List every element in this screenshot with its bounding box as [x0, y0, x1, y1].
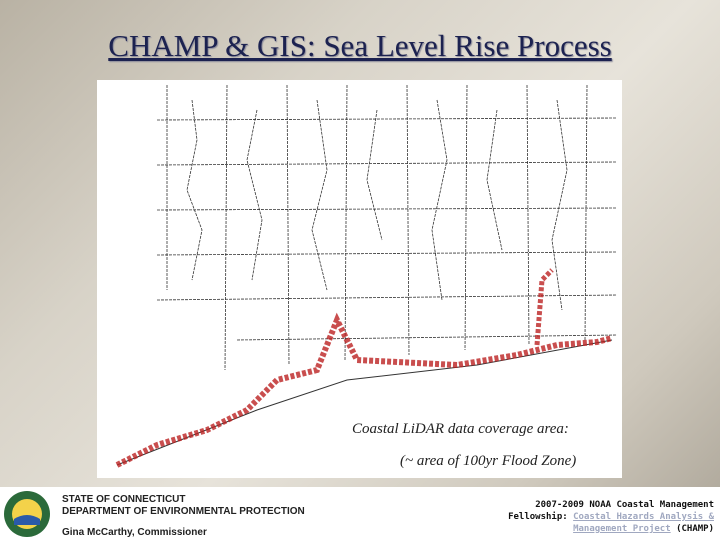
seal: [4, 491, 50, 537]
agency-name: DEPARTMENT OF ENVIRONMENTAL PROTECTION: [62, 506, 305, 517]
fellowship-line: 2007-2009 NOAA Coastal Management: [535, 500, 714, 510]
map: [97, 80, 622, 478]
commissioner: Gina McCarthy, Commissioner: [62, 527, 207, 538]
map-caption: (~ area of 100yr Flood Zone): [400, 453, 577, 470]
project-link[interactable]: Coastal Hazards Analysis & Management Pr…: [573, 512, 714, 534]
agency-state: STATE OF CONNECTICUT: [62, 494, 186, 505]
fellowship-note: 2007-2009 NOAA Coastal Management Fellows…: [484, 499, 714, 535]
slide-title: CHAMP & GIS: Sea Level Rise Process: [108, 28, 612, 63]
map-caption: Coastal LiDAR data coverage area:: [352, 421, 569, 438]
project-acronym: (CHAMP): [676, 524, 714, 534]
map-drawing: [115, 84, 618, 468]
fellowship-label: Fellowship:: [508, 512, 568, 522]
footer: STATE OF CONNECTICUT DEPARTMENT OF ENVIR…: [0, 487, 720, 540]
